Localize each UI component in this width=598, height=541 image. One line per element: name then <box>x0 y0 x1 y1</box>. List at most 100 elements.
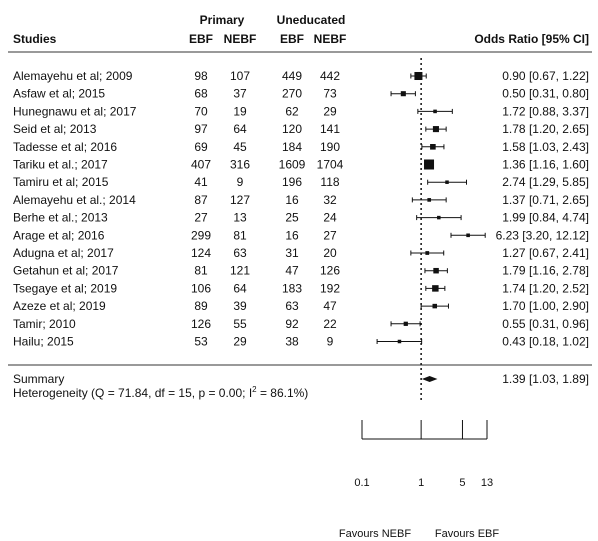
effect-label: 1.99 [0.84, 4.74] <box>502 211 589 225</box>
effect-label: 1.79 [1.16, 2.78] <box>502 264 589 278</box>
group-header-uneducated: Uneducated <box>277 13 346 27</box>
study-rows: Alemayehu et al; 2009 98 107 449 442 0.90 [0.… <box>13 69 589 349</box>
study-name: Getahun et al; 2017 <box>13 264 119 278</box>
study-name: Hailu; 2015 <box>13 335 74 349</box>
effect-label: 0.55 [0.31, 0.96] <box>502 317 589 331</box>
col-header-primary-nebf: NEBF <box>224 32 257 46</box>
cell-uneducated-nebf: 32 <box>323 193 337 207</box>
cell-uneducated-ebf: 38 <box>285 335 299 349</box>
x-tick-label: 0.1 <box>354 477 369 489</box>
effect-label: 2.74 [1.29, 5.85] <box>502 175 589 189</box>
cell-primary-ebf: 70 <box>194 104 208 118</box>
favours-right-label: Favours EBF <box>435 528 499 540</box>
effect-header: Odds Ratio [95% CI] <box>474 32 589 46</box>
study-row: Tariku et al.; 2017 407 316 1609 1704 1.36 [1… <box>13 158 589 172</box>
effect-label: 0.43 [0.18, 1.02] <box>502 335 589 349</box>
study-row: Asfaw et al; 2015 68 37 270 73 0.50 [0.31, 0.… <box>13 87 589 101</box>
study-name: Seid et al; 2013 <box>13 122 97 136</box>
cell-uneducated-nebf: 73 <box>323 87 337 101</box>
cell-uneducated-ebf: 63 <box>285 299 299 313</box>
study-row: Tadesse et al; 2016 69 45 184 190 1.58 [1.03,… <box>13 140 589 154</box>
cell-primary-nebf: 45 <box>233 140 247 154</box>
point-estimate <box>424 159 435 170</box>
cell-primary-nebf: 13 <box>233 211 247 225</box>
effect-label: 1.72 [0.88, 3.37] <box>502 104 589 118</box>
cell-primary-nebf: 107 <box>230 69 250 83</box>
cell-uneducated-nebf: 126 <box>320 264 340 278</box>
point-estimate <box>430 144 436 150</box>
effect-label: 0.90 [0.67, 1.22] <box>502 69 589 83</box>
cell-primary-nebf: 316 <box>230 158 250 172</box>
study-name: Azeze et al; 2019 <box>13 299 106 313</box>
study-row: Azeze et al; 2019 89 39 63 47 1.70 [1.00, 2.9… <box>13 299 589 313</box>
cell-uneducated-nebf: 29 <box>323 104 337 118</box>
effect-label: 1.74 [1.20, 2.52] <box>502 281 589 295</box>
studies-header: Studies <box>13 32 57 46</box>
cell-primary-ebf: 41 <box>194 175 208 189</box>
effect-label: 1.36 [1.16, 1.60] <box>502 158 589 172</box>
cell-primary-ebf: 53 <box>194 335 208 349</box>
heterogeneity-sup: 2 <box>252 385 257 394</box>
cell-primary-ebf: 97 <box>194 122 208 136</box>
effect-label: 0.50 [0.31, 0.80] <box>502 87 589 101</box>
cell-primary-ebf: 87 <box>194 193 208 207</box>
cell-uneducated-nebf: 190 <box>320 140 340 154</box>
cell-primary-ebf: 68 <box>194 87 208 101</box>
cell-uneducated-nebf: 192 <box>320 281 340 295</box>
study-row: Tamiru et al; 2015 41 9 196 118 2.74 [1.29, 5… <box>13 175 589 189</box>
x-tick-label: 5 <box>459 477 465 489</box>
point-estimate <box>425 251 430 255</box>
cell-uneducated-ebf: 183 <box>282 281 302 295</box>
study-row: Adugna et al; 2017 124 63 31 20 1.27 [0.67, 2… <box>13 246 589 260</box>
point-estimate <box>432 285 439 292</box>
study-row: Alemayehu et al; 2009 98 107 449 442 0.90 [0.… <box>13 69 589 83</box>
point-estimate <box>433 267 439 274</box>
favours-left-label: Favours NEBF <box>339 528 411 540</box>
study-row: Tsegaye et al; 2019 106 64 183 192 1.74 [1.20… <box>13 281 589 295</box>
effect-label: 1.27 [0.67, 2.41] <box>502 246 589 260</box>
cell-primary-nebf: 55 <box>233 317 247 331</box>
summary-label: Summary <box>13 372 64 386</box>
summary-effect-label: 1.39 [1.03, 1.89] <box>502 372 589 386</box>
cell-primary-ebf: 89 <box>194 299 208 313</box>
effect-label: 6.23 [3.20, 12.12] <box>496 228 589 242</box>
cell-uneducated-ebf: 270 <box>282 87 302 101</box>
point-estimate <box>432 126 439 133</box>
cell-uneducated-ebf: 92 <box>285 317 299 331</box>
col-header-primary-ebf: EBF <box>189 32 213 46</box>
study-row: Tamir; 2010 126 55 92 22 0.55 [0.31, 0.96] <box>13 317 589 331</box>
cell-primary-ebf: 106 <box>191 281 211 295</box>
cell-uneducated-nebf: 22 <box>323 317 337 331</box>
cell-uneducated-ebf: 1609 <box>279 158 306 172</box>
point-estimate <box>427 198 432 202</box>
cell-uneducated-ebf: 196 <box>282 175 302 189</box>
point-estimate <box>445 180 449 184</box>
study-name: Arage et al; 2016 <box>13 228 105 242</box>
cell-primary-nebf: 64 <box>233 281 247 295</box>
study-name: Asfaw et al; 2015 <box>13 87 105 101</box>
cell-uneducated-nebf: 47 <box>323 299 337 313</box>
cell-uneducated-ebf: 16 <box>285 228 299 242</box>
effect-label: 1.78 [1.20, 2.65] <box>502 122 589 136</box>
group-header-primary: Primary <box>200 13 245 27</box>
point-estimate <box>403 321 408 326</box>
cell-primary-nebf: 63 <box>233 246 247 260</box>
heterogeneity-text: Heterogeneity (Q = 71.84, df = 15, p = 0… <box>13 385 308 400</box>
study-row: Arage et al; 2016 299 81 16 27 6.23 [3.20, 12… <box>13 228 589 242</box>
cell-uneducated-ebf: 120 <box>282 122 302 136</box>
cell-uneducated-nebf: 24 <box>323 211 337 225</box>
summary-diamond <box>421 376 438 382</box>
cell-uneducated-ebf: 449 <box>282 69 302 83</box>
cell-uneducated-nebf: 20 <box>323 246 337 260</box>
cell-primary-nebf: 19 <box>233 104 247 118</box>
effect-label: 1.70 [1.00, 2.90] <box>502 299 589 313</box>
x-tick-label: 13 <box>481 477 493 489</box>
study-name: Adugna et al; 2017 <box>13 246 114 260</box>
heterogeneity-prefix: Heterogeneity (Q = 71.84, df = 15, p = 0… <box>13 386 252 400</box>
cell-uneducated-nebf: 1704 <box>317 158 344 172</box>
effect-label: 1.37 [0.71, 2.65] <box>502 193 589 207</box>
study-row: Seid et al; 2013 97 64 120 141 1.78 [1.20, 2.… <box>13 122 589 136</box>
study-name: Alemayehu et al.; 2014 <box>13 193 136 207</box>
point-estimate <box>400 91 406 97</box>
